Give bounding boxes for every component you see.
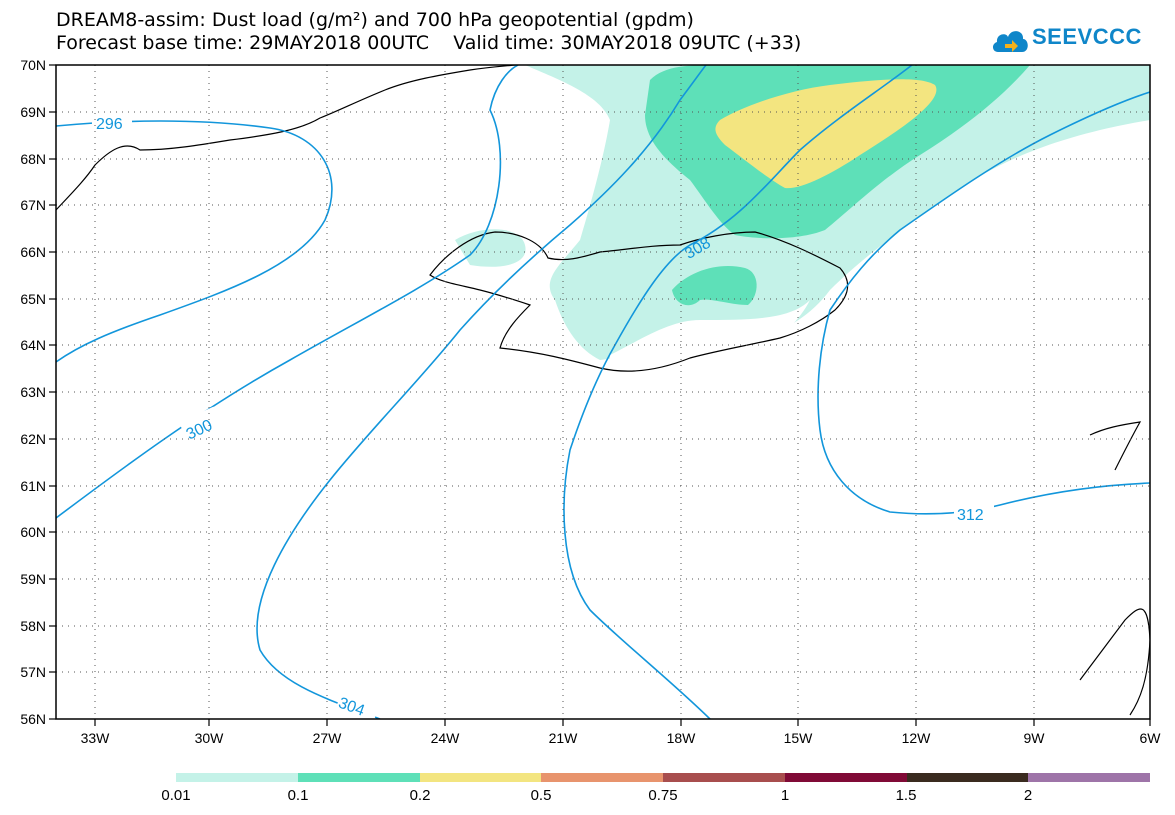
lat-label: 62N [20, 431, 46, 447]
isoline-296 [56, 120, 333, 363]
lon-label: 15W [784, 730, 814, 746]
iceland-coast [429, 231, 849, 372]
colorbar-swatch [1028, 773, 1150, 782]
lat-label: 66N [20, 244, 46, 260]
isoline-312 [817, 91, 1150, 515]
colorbar-swatch [663, 773, 785, 782]
lon-label: 27W [313, 730, 343, 746]
isoline-label-304: 304 [336, 695, 367, 720]
colorbar-swatch [419, 773, 542, 782]
colorbar-label: 0.75 [648, 787, 678, 804]
lat-label: 59N [20, 571, 46, 587]
lon-label: 21W [549, 730, 579, 746]
colorbar [176, 773, 1150, 782]
seevccc-logo: SEEVCCC [990, 22, 1150, 58]
geopotential-isolines [56, 65, 1150, 719]
map-title: DREAM8-assim: Dust load (g/m²) and 700 h… [56, 9, 694, 31]
dust-region-mid [715, 79, 937, 189]
colorbar-swatch [784, 773, 907, 782]
isoline-label-312: 312 [957, 507, 984, 524]
lat-label: 60N [20, 524, 46, 540]
lat-label: 69N [20, 104, 46, 120]
cloud-icon [992, 31, 1028, 52]
lat-label: 64N [20, 337, 46, 353]
dust-clear-south [610, 300, 810, 360]
colorbar-label: 0.2 [409, 787, 431, 804]
lon-label: 24W [431, 730, 461, 746]
lat-label: 63N [20, 384, 46, 400]
colorbar-label: 1 [780, 787, 790, 804]
faroe-coast [1089, 421, 1142, 471]
isoline-label-296: 296 [96, 116, 123, 133]
colorbar-label: 1.5 [895, 787, 917, 804]
lat-label: 57N [20, 664, 46, 680]
lat-label: 58N [20, 618, 46, 634]
colorbar-swatch [541, 773, 663, 782]
colorbar-label: 0.1 [287, 787, 309, 804]
lon-label: 12W [902, 730, 932, 746]
colorbar-label: 0.5 [530, 787, 552, 804]
lat-label: 68N [20, 151, 46, 167]
lat-label: 65N [20, 291, 46, 307]
colorbar-swatch [176, 773, 298, 782]
logo-text: SEEVCCC [1032, 24, 1142, 49]
map-subtitle: Forecast base time: 29MAY2018 00UTC Vali… [56, 32, 802, 54]
lat-labels: 70N 69N 68N 67N 66N 65N 64N 63N 62N 61N … [20, 57, 46, 727]
coastlines [56, 65, 1150, 716]
scotland-coast [1079, 608, 1150, 716]
dust-patch-center [672, 266, 757, 306]
lon-label: 18W [667, 730, 697, 746]
lon-labels: 33W 30W 27W 24W 21W 18W 15W 12W 9W 6W [81, 730, 1162, 746]
graticule [56, 65, 1150, 719]
isoline-300 [56, 65, 519, 519]
tick-marks [49, 64, 1151, 726]
lat-label: 67N [20, 197, 46, 213]
lon-label: 9W [1024, 730, 1046, 746]
colorbar-swatch [906, 773, 1029, 782]
lon-label: 6W [1140, 730, 1162, 746]
lat-label: 56N [20, 711, 46, 727]
greenland-coast [56, 65, 516, 211]
lon-label: 33W [81, 730, 111, 746]
lon-label: 30W [195, 730, 225, 746]
colorbar-swatch [297, 773, 420, 782]
lat-label: 70N [20, 57, 46, 73]
colorbar-label: 2 [1023, 787, 1033, 804]
isoline-304 [256, 65, 707, 719]
colorbar-label: 0.01 [161, 787, 191, 804]
lat-label: 61N [20, 478, 46, 494]
